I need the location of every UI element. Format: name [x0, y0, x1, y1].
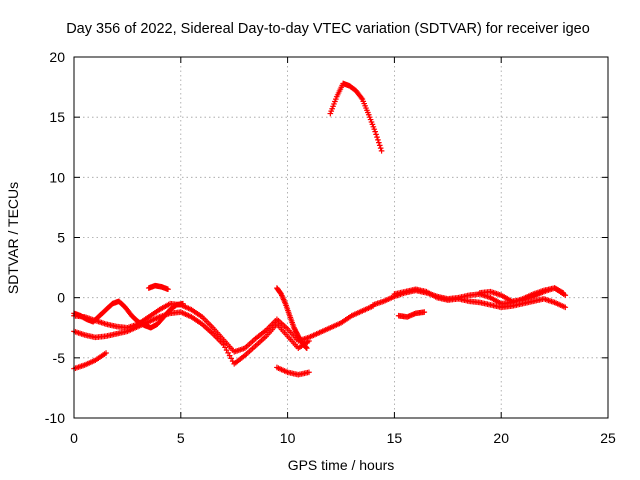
data-point: [103, 350, 109, 356]
series-arc-2: [71, 309, 312, 367]
series-arc-12: [477, 285, 566, 305]
x-tick-label: 15: [387, 430, 403, 446]
axis-ticks: 0 5 10 15 20 25 -10 -5 0 5 10 15 20: [45, 49, 616, 446]
data-point-fill: [375, 137, 381, 143]
data-point: [306, 369, 312, 376]
data-point: [306, 338, 312, 344]
data-point-fill: [559, 289, 565, 295]
data-point: [560, 290, 566, 296]
series-arc-5: [145, 282, 171, 293]
series-arc-6: [274, 285, 310, 352]
data-point-fill: [377, 145, 384, 151]
y-tick-label: -10: [45, 410, 65, 426]
data-point-fill: [376, 142, 383, 149]
series-arc-8: [327, 80, 385, 154]
y-tick-label: 10: [49, 169, 65, 185]
data-point-fill: [358, 95, 365, 101]
x-tick-label: 0: [70, 430, 78, 446]
x-tick-label: 20: [493, 430, 509, 446]
data-point: [378, 148, 385, 154]
data-point-fill: [374, 134, 380, 140]
data-points: [71, 80, 569, 378]
y-tick-label: 15: [49, 109, 65, 125]
data-point: [421, 309, 428, 315]
x-axis-title: GPS time / hours: [288, 457, 395, 473]
data-point: [180, 300, 186, 307]
data-point: [372, 128, 378, 135]
series-arc-3: [71, 298, 186, 331]
series-arc-4: [71, 350, 109, 372]
x-tick-label: 10: [280, 430, 296, 446]
x-tick-label: 5: [177, 430, 185, 446]
y-tick-label: 0: [57, 290, 65, 306]
chart-title: Day 356 of 2022, Sidereal Day-to-day VTE…: [66, 21, 590, 37]
series-arc-11: [395, 309, 428, 320]
y-tick-label: 5: [57, 230, 65, 246]
data-point: [562, 304, 569, 311]
x-tick-label: 25: [600, 430, 616, 446]
data-point: [165, 286, 171, 293]
grid: [74, 57, 608, 418]
y-tick-label: -5: [53, 350, 66, 366]
y-tick-label: 20: [49, 49, 65, 65]
data-point-fill: [376, 139, 382, 146]
y-axis-title: SDTVAR / TECUs: [5, 182, 21, 294]
data-point-fill: [303, 344, 310, 351]
series-arc-10: [391, 286, 569, 311]
data-point: [304, 345, 310, 352]
data-point-fill: [373, 131, 379, 138]
series-arc-7: [274, 364, 312, 378]
